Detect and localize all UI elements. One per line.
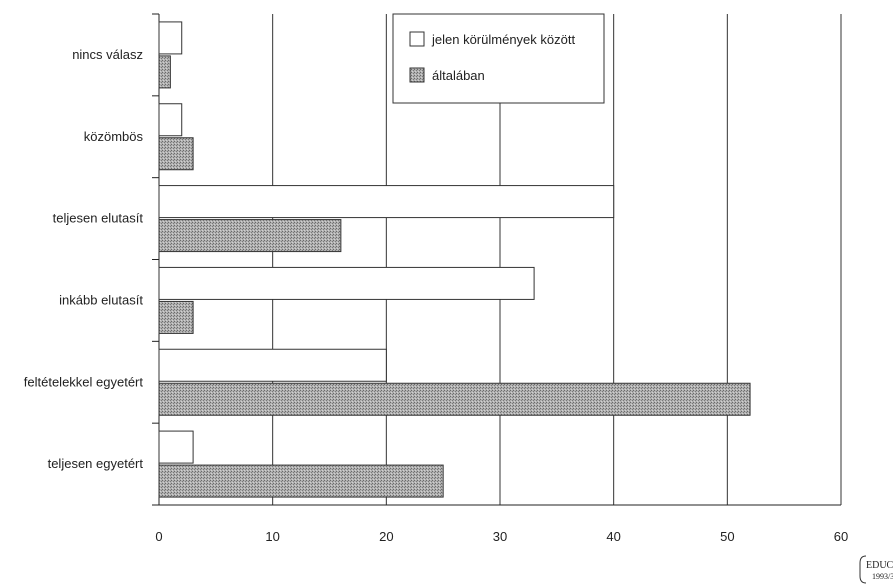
x-tick-label-30: 30 bbox=[493, 529, 507, 544]
category-label-0: nincs válasz bbox=[72, 47, 143, 62]
bar-current-3 bbox=[158, 266, 535, 300]
bar-general-4 bbox=[158, 382, 751, 416]
legend-swatch-current bbox=[409, 31, 425, 47]
bar-current-5 bbox=[158, 430, 194, 464]
bar-current-0 bbox=[158, 21, 183, 55]
seal-title: EDUCATIO bbox=[866, 560, 893, 571]
x-tick-label-60: 60 bbox=[834, 529, 848, 544]
axes bbox=[152, 13, 841, 506]
bar-current-4 bbox=[158, 348, 387, 382]
bar-general-3 bbox=[158, 300, 194, 334]
bar-general-5 bbox=[158, 464, 444, 498]
bar-current-2 bbox=[158, 185, 615, 219]
x-tick-label-20: 20 bbox=[379, 529, 393, 544]
x-tick-label-10: 10 bbox=[265, 529, 279, 544]
legend-label-current: jelen körülmények között bbox=[431, 32, 575, 47]
legend-box bbox=[392, 13, 605, 104]
legend-swatch-general bbox=[409, 67, 425, 83]
category-label-2: teljesen elutasít bbox=[53, 211, 144, 226]
legend: jelen körülmények között általában bbox=[392, 13, 605, 104]
category-label-1: közömbös bbox=[84, 129, 144, 144]
labels: 0 10 20 30 40 50 60 nincs válasz közömbös teljese… bbox=[24, 47, 848, 544]
bar-current-1 bbox=[158, 103, 183, 137]
category-label-3: inkább elutasít bbox=[59, 292, 143, 307]
x-tick-label-50: 50 bbox=[720, 529, 734, 544]
bar-general-0 bbox=[158, 55, 171, 89]
seal-issue: 1993/3 bbox=[872, 572, 893, 581]
legend-label-general: általában bbox=[432, 68, 485, 83]
category-label-4: feltételekkel egyetért bbox=[24, 374, 144, 389]
bar-general-1 bbox=[158, 137, 194, 171]
category-label-5: teljesen egyetért bbox=[48, 456, 144, 471]
education-seal: EDUCATIO 1993/3 bbox=[859, 555, 893, 584]
bars bbox=[158, 21, 751, 498]
x-tick-label-0: 0 bbox=[155, 529, 162, 544]
x-tick-label-40: 40 bbox=[606, 529, 620, 544]
seal-outline bbox=[859, 555, 867, 584]
bar-general-2 bbox=[158, 219, 342, 253]
